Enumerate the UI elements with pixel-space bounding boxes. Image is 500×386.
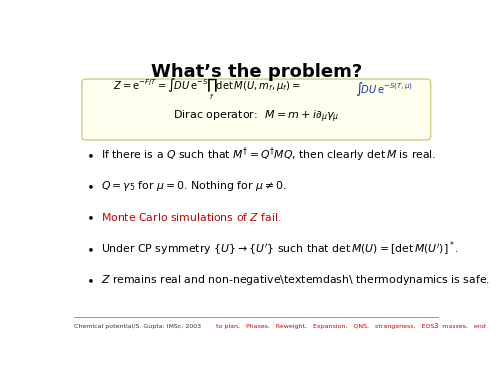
Text: $\bullet$: $\bullet$ (86, 211, 94, 224)
Text: $Q = \gamma_5$ for $\mu = 0$. Nothing for $\mu \neq 0$.: $Q = \gamma_5$ for $\mu = 0$. Nothing fo… (101, 179, 287, 193)
Text: Chemical potential/S. Gupta: IMSc, 2003: Chemical potential/S. Gupta: IMSc, 2003 (74, 324, 201, 329)
Text: $\bullet$: $\bullet$ (86, 179, 94, 193)
Text: to plan,   Phases,   Reweight,   Expansion,   QNS,   strangeness,   EOS,   masse: to plan, Phases, Reweight, Expansion, QN… (216, 324, 486, 329)
Text: Dirac operator:  $M = m + i\partial_{\mu}\gamma_{\mu}$: Dirac operator: $M = m + i\partial_{\mu}… (173, 109, 340, 125)
Text: $Z$ remains real and non-negative\textemdash\ thermodynamics is safe.: $Z$ remains real and non-negative\textem… (101, 273, 490, 287)
Text: Under CP symmetry $\{U\} \to \{U'\}$ such that $\det M(U) = [\det M(U')]^*$.: Under CP symmetry $\{U\} \to \{U'\}$ suc… (101, 239, 459, 258)
FancyBboxPatch shape (82, 79, 430, 140)
Text: $\bullet$: $\bullet$ (86, 148, 94, 161)
Text: If there is a $Q$ such that $M^{\dagger} = Q^{\dagger}MQ$, then clearly $\det M$: If there is a $Q$ such that $M^{\dagger}… (101, 146, 436, 164)
Text: $\bullet$: $\bullet$ (86, 273, 94, 286)
Text: $\bullet$: $\bullet$ (86, 242, 94, 255)
Text: $\int\! DU\, \mathrm{e}^{-S(T,\mu)}$: $\int\! DU\, \mathrm{e}^{-S(T,\mu)}$ (355, 80, 413, 98)
Text: 3: 3 (434, 323, 438, 329)
Text: Monte Carlo simulations of $Z$ fail.: Monte Carlo simulations of $Z$ fail. (101, 211, 282, 223)
Text: What’s the problem?: What’s the problem? (150, 63, 362, 81)
Text: $Z = \mathrm{e}^{-F/T} = \int\! DU\, \mathrm{e}^{-S} \prod_f \det M(U,m_f,\mu_f): $Z = \mathrm{e}^{-F/T} = \int\! DU\, \ma… (113, 77, 300, 102)
